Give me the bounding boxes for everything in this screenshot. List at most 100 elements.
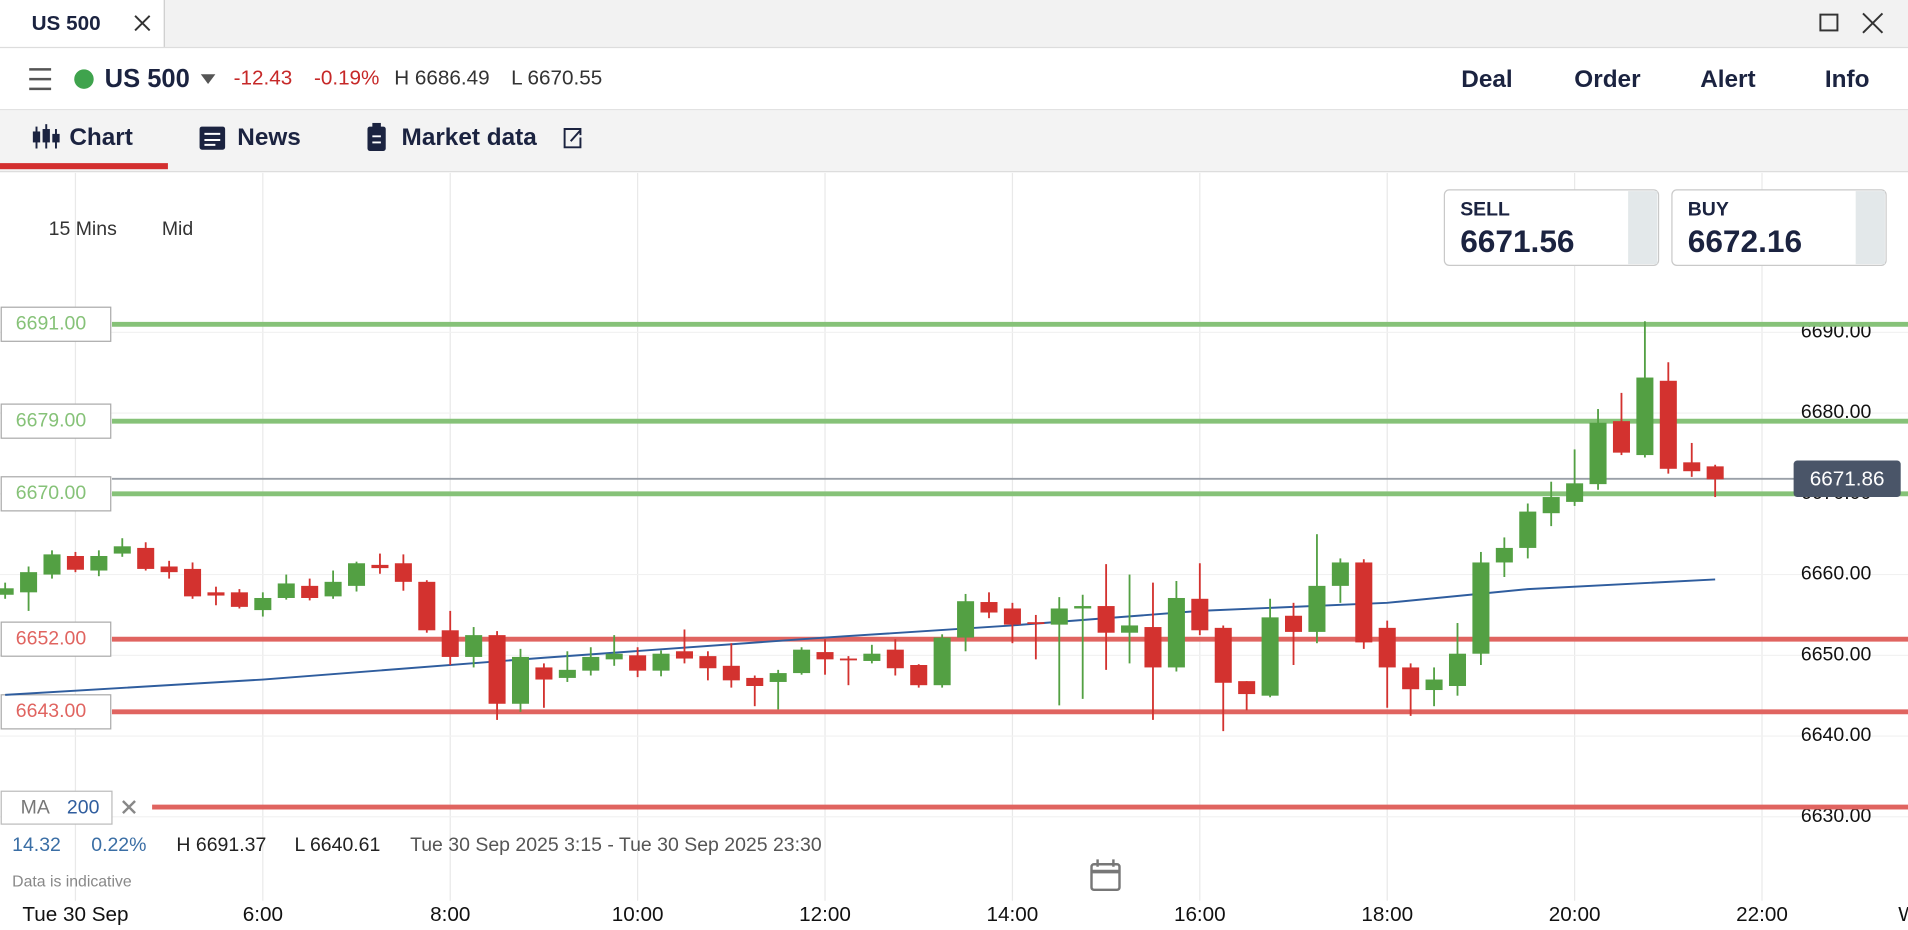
candle-body [324,581,342,597]
candle-body [1285,615,1303,632]
candle-body [816,652,834,660]
menu-button[interactable] [29,68,52,91]
candle-body [1636,377,1654,456]
calendar-button[interactable] [1090,859,1121,892]
x-tick-label: 16:00 [1174,903,1226,926]
range-change: 14.32 [12,834,61,856]
disclaimer: Data is indicative [12,874,132,891]
candle-body [1566,483,1584,502]
sell-box[interactable]: SELL 6671.56 [1443,189,1660,266]
candle-body [488,635,506,704]
candle-body [1378,627,1396,668]
chart-icon [32,124,60,149]
candle-body [1308,585,1326,632]
candle-body [465,635,483,657]
instrument-name[interactable]: US 500 [105,65,190,93]
candle-body [1402,667,1420,690]
chart-tab[interactable]: Chart [69,124,133,151]
price-type-selector[interactable]: Mid [162,218,193,240]
order-button[interactable]: Order [1574,66,1641,93]
candle-body [793,649,811,674]
candle-body [863,653,881,661]
candle-body [1050,608,1068,625]
candle-body [207,592,225,596]
candle-body [1074,606,1092,609]
candle-body [722,665,740,681]
nav-bar [0,109,1908,172]
interval-selector[interactable]: 15 Mins [49,218,117,240]
candle-body [371,564,389,569]
chart-plot: Tue 30 Sep 6:00 8:00 10:00 12:00 14:00 16:00 18… [0,172,1908,926]
candle-body [511,656,530,704]
ma-legend-box [0,790,113,825]
tab[interactable] [0,0,165,49]
price-level-label: 6652.00 [16,627,87,649]
candle-body [1706,466,1724,480]
current-price-tag [1793,460,1901,498]
y-tick-label: 6660.00 [1801,563,1872,585]
range-high: H 6691.37 [176,834,266,856]
daily-low: L 6670.55 [511,67,602,90]
candle-body [535,667,553,680]
x-tick-label: 14:00 [987,903,1039,926]
news-tab[interactable]: News [237,124,301,151]
candle-body [1027,622,1045,625]
price-level-box[interactable] [0,403,112,439]
candle-body [886,649,904,669]
range-change-pct: 0.22% [91,834,146,856]
candle-body [90,555,108,571]
candle-body [113,546,131,554]
buy-box[interactable]: BUY 6672.16 [1671,189,1887,266]
candle-body [652,653,670,671]
candle-body [1425,679,1443,691]
candle-body [769,673,787,682]
buy-price: 6672.16 [1688,223,1802,259]
y-tick-label: 6650.00 [1801,643,1872,665]
close-button[interactable] [1862,12,1884,34]
price-level-box[interactable] [0,694,112,730]
instrument-dropdown[interactable] [200,74,216,84]
price-level-box[interactable] [0,476,112,512]
candle-body [20,572,38,593]
price-level-label: 6670.00 [16,482,87,504]
price-level-box[interactable] [0,621,112,657]
candle-body [1355,562,1373,643]
next-day-label: W [1898,903,1908,926]
maximize-button[interactable] [1819,13,1839,32]
price-level-box[interactable] [0,306,112,342]
candle-body [1589,422,1607,485]
y-tick-label: 6630.00 [1801,805,1872,827]
candle-body [1261,617,1279,696]
deal-button[interactable]: Deal [1461,66,1512,93]
candle-body [1167,597,1185,668]
candle-body [746,677,764,686]
alert-button[interactable]: Alert [1700,66,1755,93]
ma-remove[interactable] [122,800,136,815]
active-tab-indicator [0,163,168,170]
candle-body [980,602,998,613]
x-tick-label: 12:00 [799,903,851,926]
y-tick-label: 6680.00 [1801,401,1872,423]
range-low: L 6640.61 [294,834,380,856]
candle-body [558,669,576,678]
info-button[interactable]: Info [1825,66,1870,93]
tab-close[interactable] [134,15,151,32]
market-data-tab[interactable]: Market data [402,124,538,151]
candle-body [582,656,600,671]
price-level-label: 6691.00 [16,312,87,334]
candle-body [301,585,319,598]
y-tick-label: 6640.00 [1801,724,1872,746]
candle-body [839,658,857,661]
candle-body [394,563,412,582]
candle-body [675,651,693,659]
candle-body [0,588,14,595]
candle-body [1121,625,1139,633]
candle-body [1331,562,1349,586]
x-tick-label: 8:00 [430,903,470,926]
candle-body [1191,598,1209,631]
buy-label: BUY [1688,199,1729,221]
candle-body [441,630,459,657]
daily-change-pct: -0.19% [314,67,379,90]
tab-title: US 500 [32,12,101,35]
